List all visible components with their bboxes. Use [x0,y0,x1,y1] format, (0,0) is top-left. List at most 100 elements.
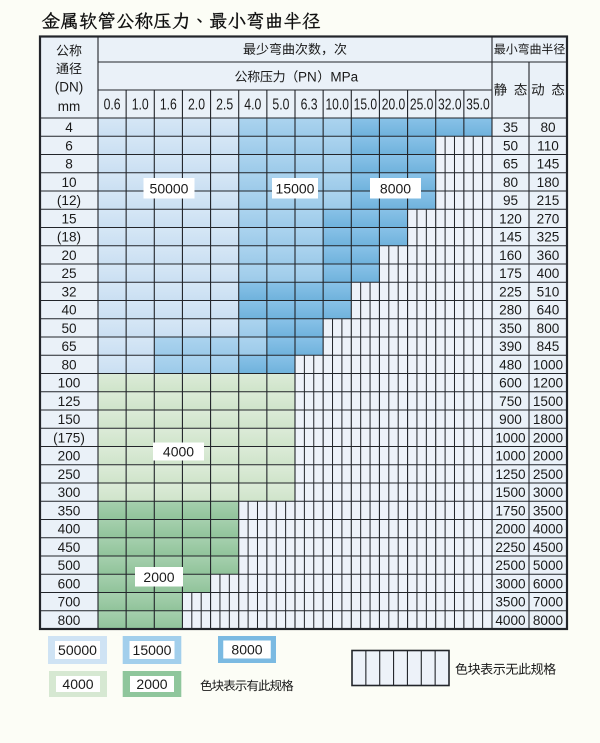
svg-text:15000: 15000 [276,180,315,196]
svg-text:0.6: 0.6 [104,97,121,114]
svg-text:360: 360 [537,248,560,263]
svg-text:175: 175 [499,266,522,281]
svg-text:700: 700 [58,595,81,610]
svg-text:50000: 50000 [58,642,97,658]
svg-text:65: 65 [503,157,518,172]
svg-text:6000: 6000 [533,576,564,591]
svg-text:5.0: 5.0 [272,97,289,114]
svg-text:2500: 2500 [533,467,564,482]
svg-text:160: 160 [499,248,522,263]
svg-text:1250: 1250 [495,467,526,482]
svg-text:1000: 1000 [533,357,564,372]
svg-text:10: 10 [61,175,77,190]
svg-text:2000: 2000 [136,676,167,692]
svg-text:2000: 2000 [533,430,564,445]
svg-text:280: 280 [499,303,522,318]
svg-text:32: 32 [61,284,76,299]
svg-text:1.6: 1.6 [160,97,177,114]
svg-text:800: 800 [537,321,560,336]
svg-text:MPa: MPa [330,69,358,84]
svg-text:1800: 1800 [533,412,564,427]
svg-text:2000: 2000 [495,522,526,537]
svg-text:7000: 7000 [533,595,564,610]
svg-text:2000: 2000 [143,569,174,585]
svg-text:600: 600 [58,576,81,591]
svg-text:180: 180 [537,175,560,190]
svg-text:125: 125 [58,394,81,409]
svg-text:325: 325 [537,230,560,245]
svg-text:1500: 1500 [533,394,564,409]
svg-text:3500: 3500 [495,595,526,610]
svg-text:150: 150 [58,412,81,427]
svg-text:5000: 5000 [533,558,564,573]
svg-text:600: 600 [499,376,522,391]
svg-text:480: 480 [499,357,522,372]
svg-text:2.0: 2.0 [188,97,205,114]
svg-text:(175): (175) [53,430,85,445]
svg-text:350: 350 [58,503,81,518]
svg-text:800: 800 [58,613,81,628]
svg-text:(DN): (DN) [55,79,84,94]
svg-text:4.0: 4.0 [244,97,261,114]
svg-text:40: 40 [61,303,77,318]
svg-text:8000: 8000 [380,180,411,196]
svg-text:8000: 8000 [533,613,564,628]
svg-text:3000: 3000 [533,485,564,500]
svg-text:8: 8 [65,157,73,172]
svg-text:(18): (18) [57,230,81,245]
svg-text:120: 120 [499,211,522,226]
svg-text:6.3: 6.3 [301,97,318,114]
svg-text:8000: 8000 [231,642,262,658]
svg-text:32.0: 32.0 [438,97,462,114]
svg-text:80: 80 [61,357,77,372]
svg-text:35.0: 35.0 [466,97,490,114]
svg-text:20: 20 [61,248,77,263]
svg-text:3000: 3000 [495,576,526,591]
svg-text:145: 145 [499,230,522,245]
svg-text:PN: PN [298,69,317,84]
svg-text:4000: 4000 [62,676,93,692]
svg-text:900: 900 [499,412,522,427]
svg-text:4500: 4500 [533,540,564,555]
svg-text:200: 200 [58,449,81,464]
svg-text:20.0: 20.0 [382,97,406,114]
svg-text:2500: 2500 [495,558,526,573]
svg-text:15.0: 15.0 [354,97,378,114]
svg-text:4000: 4000 [495,613,526,628]
svg-text:1000: 1000 [495,430,526,445]
svg-text:1200: 1200 [533,376,564,391]
svg-text:1500: 1500 [495,485,526,500]
svg-text:510: 510 [537,284,560,299]
svg-text:(12): (12) [57,193,81,208]
svg-text:35: 35 [503,120,518,135]
svg-text:100: 100 [58,376,81,391]
svg-text:750: 750 [499,394,522,409]
svg-text:15000: 15000 [133,642,172,658]
svg-text:65: 65 [61,339,76,354]
svg-text:25: 25 [61,266,76,281]
svg-text:225: 225 [499,284,522,299]
svg-text:390: 390 [499,339,522,354]
svg-text:25.0: 25.0 [410,97,434,114]
svg-text:215: 215 [537,193,560,208]
svg-text:500: 500 [58,558,81,573]
svg-text:400: 400 [537,266,560,281]
svg-text:50000: 50000 [150,180,189,196]
svg-text:6: 6 [65,138,73,153]
svg-text:80: 80 [540,120,556,135]
svg-text:845: 845 [537,339,560,354]
svg-text:4000: 4000 [163,444,194,460]
svg-text:110: 110 [537,138,559,153]
svg-text:1000: 1000 [495,449,526,464]
svg-text:mm: mm [58,99,81,114]
svg-text:250: 250 [58,467,81,482]
svg-text:2000: 2000 [533,449,564,464]
svg-text:2.5: 2.5 [216,97,233,114]
svg-text:145: 145 [537,157,560,172]
svg-text:1750: 1750 [495,503,526,518]
svg-text:10.0: 10.0 [325,97,349,114]
svg-text:4000: 4000 [533,522,564,537]
svg-text:270: 270 [537,211,560,226]
svg-text:80: 80 [503,175,519,190]
svg-text:300: 300 [58,485,81,500]
